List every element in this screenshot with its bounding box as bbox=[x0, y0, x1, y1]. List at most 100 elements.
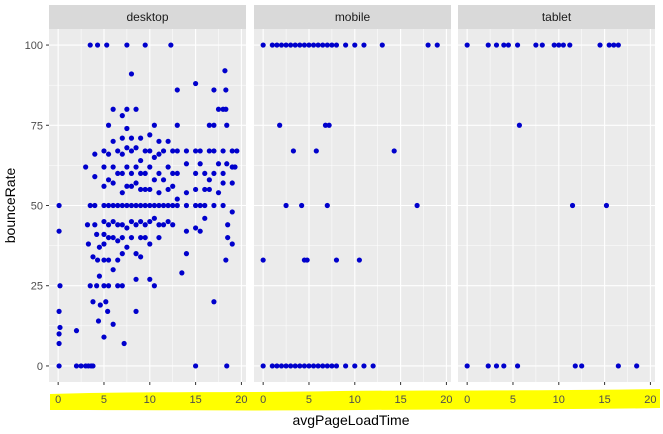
data-point bbox=[220, 170, 226, 177]
data-point bbox=[78, 363, 84, 369]
data-point bbox=[142, 42, 148, 48]
data-point bbox=[156, 202, 162, 209]
data-point bbox=[124, 202, 130, 209]
data-point bbox=[151, 154, 157, 160]
data-point bbox=[324, 202, 330, 209]
data-point bbox=[277, 122, 283, 128]
data-point bbox=[170, 202, 176, 209]
data-point bbox=[183, 228, 190, 234]
data-point bbox=[174, 196, 180, 202]
y-tick-label: 50 bbox=[31, 201, 43, 213]
data-point bbox=[274, 363, 280, 369]
x-tick-label: 10 bbox=[144, 394, 156, 406]
data-point bbox=[310, 42, 317, 48]
data-point bbox=[229, 241, 235, 247]
data-point bbox=[128, 218, 135, 225]
data-point bbox=[567, 42, 573, 48]
data-point bbox=[110, 106, 116, 112]
data-point bbox=[115, 283, 121, 289]
data-point bbox=[56, 202, 62, 209]
data-point bbox=[288, 363, 294, 369]
data-point bbox=[326, 122, 332, 128]
data-point bbox=[92, 222, 98, 228]
facet-strip bbox=[254, 5, 451, 29]
data-point bbox=[90, 299, 96, 305]
data-point bbox=[324, 363, 330, 369]
data-point bbox=[165, 164, 171, 170]
data-point bbox=[128, 202, 135, 209]
data-point bbox=[110, 267, 116, 273]
data-point bbox=[119, 113, 125, 119]
data-point bbox=[115, 222, 121, 228]
data-point bbox=[156, 151, 162, 157]
data-point bbox=[138, 170, 144, 177]
x-tick-label: 5 bbox=[101, 394, 107, 406]
data-point bbox=[533, 42, 539, 48]
data-point bbox=[304, 257, 310, 263]
data-point bbox=[343, 42, 349, 48]
data-point bbox=[464, 363, 470, 369]
y-tick-label: 75 bbox=[31, 120, 43, 132]
data-point bbox=[301, 363, 307, 369]
facet-strip bbox=[458, 5, 655, 29]
data-point bbox=[223, 87, 229, 93]
data-point bbox=[160, 177, 167, 183]
data-point bbox=[290, 148, 296, 154]
data-point bbox=[269, 42, 275, 48]
data-point bbox=[101, 218, 107, 225]
data-point bbox=[124, 225, 130, 231]
data-point bbox=[73, 328, 80, 334]
data-point bbox=[104, 42, 110, 48]
data-point bbox=[193, 148, 199, 154]
data-point bbox=[56, 331, 62, 337]
data-point bbox=[288, 42, 294, 48]
data-point bbox=[119, 222, 125, 228]
data-point bbox=[142, 170, 148, 177]
data-point bbox=[269, 363, 275, 369]
data-point bbox=[156, 222, 162, 228]
data-point bbox=[133, 106, 139, 112]
data-point bbox=[90, 363, 96, 369]
data-point bbox=[92, 151, 98, 157]
data-point bbox=[206, 186, 212, 193]
data-point bbox=[105, 283, 112, 289]
facet-strip-label: tablet bbox=[542, 10, 572, 24]
data-point bbox=[115, 170, 121, 177]
data-point bbox=[306, 42, 312, 48]
data-point bbox=[539, 42, 545, 48]
data-point bbox=[183, 251, 190, 257]
data-point bbox=[206, 122, 212, 128]
data-point bbox=[220, 148, 226, 154]
data-point bbox=[603, 202, 610, 209]
data-point bbox=[105, 202, 112, 209]
data-point bbox=[56, 228, 62, 234]
data-point bbox=[197, 228, 203, 234]
data-point bbox=[324, 42, 330, 48]
data-point bbox=[202, 186, 208, 193]
data-point bbox=[352, 363, 358, 369]
data-point bbox=[174, 122, 180, 128]
data-point bbox=[124, 183, 130, 189]
data-point bbox=[156, 190, 162, 196]
data-point bbox=[569, 202, 576, 209]
data-point bbox=[514, 42, 521, 48]
data-point bbox=[193, 186, 199, 193]
data-point bbox=[95, 318, 102, 324]
x-tick-label: 10 bbox=[553, 394, 565, 406]
data-point bbox=[170, 170, 176, 177]
data-point bbox=[551, 42, 557, 48]
data-point bbox=[147, 132, 153, 138]
y-axis: 0 25 50 75 100 bbox=[25, 40, 49, 373]
data-point bbox=[119, 234, 125, 241]
data-point bbox=[133, 222, 139, 228]
data-point bbox=[229, 180, 235, 186]
data-point bbox=[124, 164, 130, 170]
data-point bbox=[73, 363, 80, 369]
data-point bbox=[356, 257, 362, 263]
data-point bbox=[170, 148, 176, 154]
data-point bbox=[101, 164, 107, 170]
data-point bbox=[115, 202, 121, 209]
data-point bbox=[220, 180, 226, 186]
x-tick-label: 5 bbox=[306, 394, 312, 406]
